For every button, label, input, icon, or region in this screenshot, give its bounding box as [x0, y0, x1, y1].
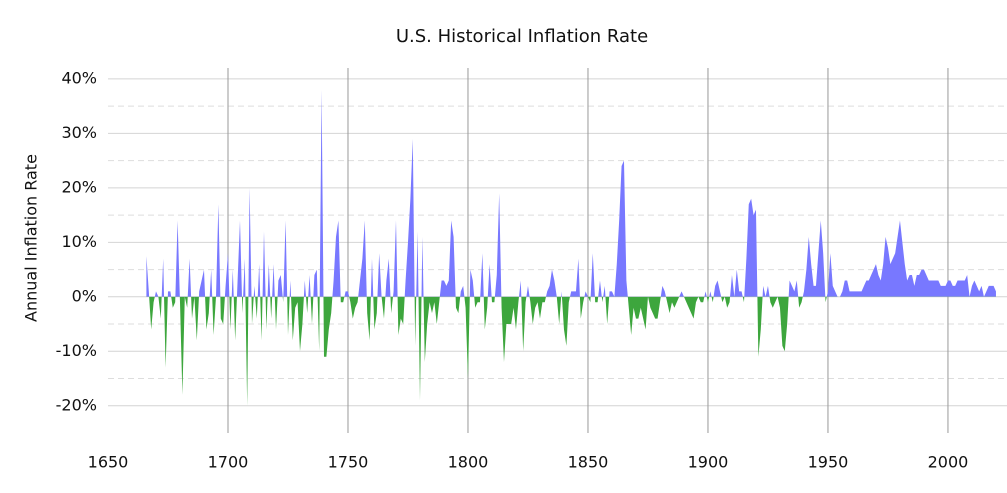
y-tick-label: 20%: [61, 177, 97, 196]
x-tick-label: 1900: [688, 453, 729, 472]
x-tick-label: 2000: [928, 453, 969, 472]
x-tick-label: 1800: [448, 453, 489, 472]
y-axis-label: Annual Inflation Rate: [22, 154, 41, 322]
y-tick-label: 0%: [72, 286, 97, 305]
chart-title: U.S. Historical Inflation Rate: [396, 26, 648, 47]
x-tick-label: 1950: [808, 453, 849, 472]
y-tick-label: 10%: [61, 232, 97, 251]
x-tick-label: 1700: [208, 453, 249, 472]
x-tick-label: 1850: [568, 453, 609, 472]
x-tick-label: 1650: [88, 453, 129, 472]
y-tick-label: 30%: [61, 123, 97, 142]
area-negative: [146, 296, 996, 406]
y-tick-label: -20%: [56, 395, 97, 414]
area-positive: [146, 89, 996, 297]
y-tick-label: -10%: [56, 341, 97, 360]
x-tick-label: 1750: [328, 453, 369, 472]
y-tick-label: 40%: [61, 68, 97, 87]
